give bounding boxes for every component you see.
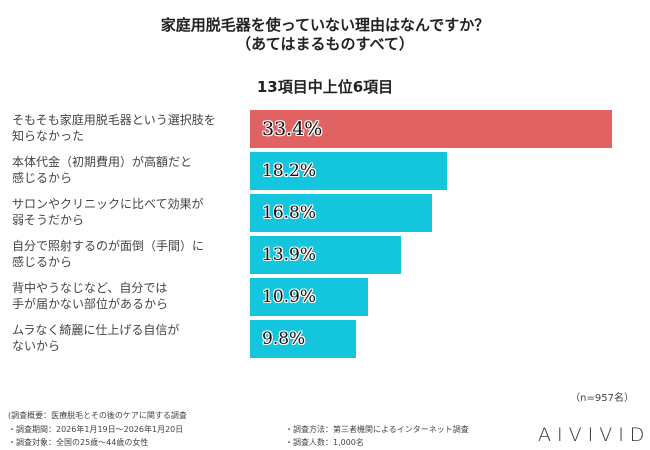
brand-logo: AIVIVID bbox=[538, 424, 650, 446]
data-label: 33.4% bbox=[262, 118, 323, 140]
category-label: 自分で照射するのが面倒（手間）に 感じるから bbox=[12, 239, 205, 269]
footer-overview: (調査概要：医療脱毛とその後のケアに関する調査 bbox=[8, 411, 187, 420]
sample-size-note: （n=957名） bbox=[570, 393, 634, 404]
bar bbox=[250, 152, 448, 190]
bar bbox=[250, 278, 369, 316]
data-label: 10.9% bbox=[262, 287, 317, 307]
category-label: 背中やうなじなど、自分では 手が届かない部位があるから bbox=[12, 281, 169, 311]
bar bbox=[250, 236, 401, 274]
footer-count: ・調査人数：1,000名 bbox=[285, 438, 364, 447]
category-label: ムラなく綺麗に仕上げる自信が ないから bbox=[12, 323, 180, 353]
chart-title: 家庭用脱毛器を使っていない理由はなんですか？ （あてはまるものすべて） bbox=[160, 16, 490, 53]
footer-method: ・調査方法：第三者機関によるインターネット調査 bbox=[285, 425, 469, 434]
bar bbox=[250, 194, 433, 232]
bar bbox=[250, 110, 612, 148]
category-label: 本体代金（初期費用）が高額だと 感じるから bbox=[12, 155, 193, 185]
data-label: 16.8% bbox=[262, 203, 317, 223]
footer-target: ・調査対象：全国の25歳～44歳の女性 bbox=[8, 438, 149, 447]
footer-period: ・調査期間：2026年1月19日～2026年1月20日 bbox=[8, 425, 184, 434]
category-label: サロンやクリニックに比べて効果が 弱そうだから bbox=[12, 197, 204, 227]
bar bbox=[250, 320, 357, 358]
data-label: 9.8% bbox=[262, 329, 306, 349]
data-label: 18.2% bbox=[262, 161, 317, 181]
chart-subtitle: 13項目中上位6項目 bbox=[256, 78, 394, 96]
data-label: 13.9% bbox=[262, 245, 317, 265]
category-label: そもそも家庭用脱毛器という選択肢を 知らなかった bbox=[12, 113, 216, 143]
